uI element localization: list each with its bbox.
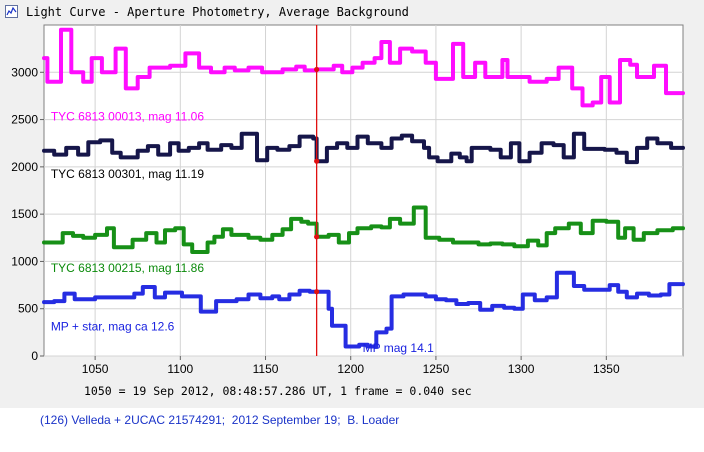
series-line-2: [42, 131, 685, 165]
light-curve-window: Light Curve - Aperture Photometry, Avera…: [0, 0, 704, 408]
x-tick-label: 1300: [508, 362, 535, 376]
series-annotation-1: TYC 6813 00013, mag 11.06: [51, 110, 205, 124]
series-annotation-3: TYC 6813 00215, mag 11.86: [51, 261, 205, 275]
y-tick-label: 1000: [11, 254, 38, 268]
x-tick-label: 1350: [593, 362, 620, 376]
observation-credit: (126) Velleda + 2UCAC 21574291; 2012 Sep…: [40, 413, 400, 427]
plot-area: [43, 24, 684, 357]
x-tick-label: 1100: [167, 362, 193, 376]
x-tick-label: 1250: [423, 362, 450, 376]
series-line-4: [42, 270, 685, 349]
x-tick-label: 1050: [82, 362, 109, 376]
y-tick-label: 500: [18, 302, 38, 316]
y-tick-label: 2500: [11, 113, 38, 127]
time-reference-caption: 1050 = 19 Sep 2012, 08:48:57.286 UT, 1 f…: [84, 384, 472, 398]
y-tick-label: 2000: [11, 160, 38, 174]
title-bar: Light Curve - Aperture Photometry, Avera…: [0, 0, 704, 24]
series-line-3: [42, 205, 685, 254]
y-tick-label: 1500: [11, 207, 38, 221]
series-annotation-4: MP + star, mag ca 12.6: [51, 319, 175, 333]
light-curve-app-icon: [5, 5, 18, 18]
x-tick-label: 1200: [337, 362, 364, 376]
series-annotation-5: MP mag 14.1: [363, 341, 434, 355]
window-title: Light Curve - Aperture Photometry, Avera…: [26, 5, 409, 19]
series-annotation-2: TYC 6813 00301, mag 11.19: [51, 167, 205, 181]
light-curve-chart: 1050 1100 1150 1200 1250 1300 1350 0 500 1000 1500…: [11, 24, 685, 376]
y-tick-label: 0: [31, 349, 38, 363]
y-tick-label: 3000: [11, 65, 38, 79]
series-line-1: [42, 27, 685, 108]
x-tick-label: 1150: [253, 362, 279, 376]
